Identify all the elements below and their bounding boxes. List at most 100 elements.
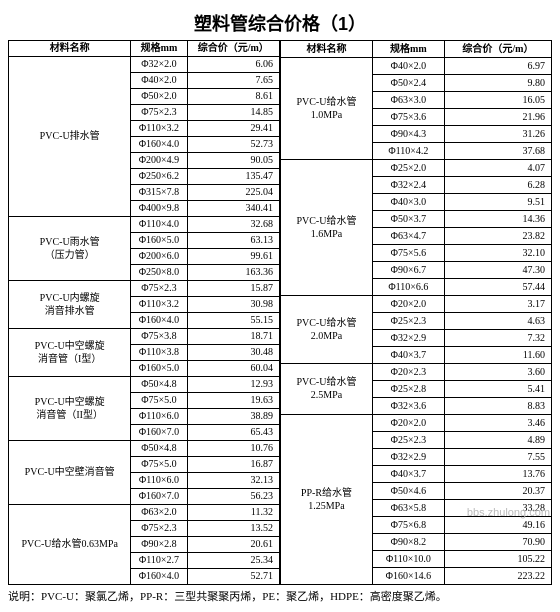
- price-cell: 70.90: [444, 534, 551, 551]
- price-cell: 63.13: [187, 233, 279, 249]
- spec-cell: Φ25×2.3: [372, 313, 444, 330]
- price-cell: 49.16: [444, 517, 551, 534]
- spec-cell: Φ63×5.8: [372, 500, 444, 517]
- table-row: PVC-U给水管2.5MPaΦ20×2.33.60: [281, 364, 552, 381]
- spec-cell: Φ50×2.4: [372, 75, 444, 92]
- price-cell: 225.04: [187, 185, 279, 201]
- price-cell: 15.87: [187, 281, 279, 297]
- price-cell: 18.71: [187, 329, 279, 345]
- spec-cell: Φ250×6.2: [131, 169, 187, 185]
- spec-cell: Φ25×2.0: [372, 160, 444, 177]
- footnote: 说明：PVC-U：聚氯乙烯，PP-R：三型共聚聚丙烯，PE：聚乙烯，HDPE：高…: [8, 588, 552, 604]
- price-cell: 8.83: [444, 398, 551, 415]
- table-wrap: 材料名称规格mm综合价（元/m）PVC-U排水管Φ32×2.06.06Φ40×2…: [8, 40, 552, 585]
- table-row: PVC-U雨水管（压力管）Φ110×4.032.68: [9, 217, 280, 233]
- spec-cell: Φ90×4.3: [372, 126, 444, 143]
- price-cell: 16.87: [187, 457, 279, 473]
- price-cell: 13.52: [187, 521, 279, 537]
- col-header: 综合价（元/m）: [187, 41, 279, 57]
- spec-cell: Φ50×4.8: [131, 377, 187, 393]
- price-cell: 30.48: [187, 345, 279, 361]
- price-table-left: 材料名称规格mm综合价（元/m）PVC-U排水管Φ32×2.06.06Φ40×2…: [8, 40, 280, 585]
- price-cell: 12.93: [187, 377, 279, 393]
- col-header: 材料名称: [281, 41, 373, 58]
- material-name: PVC-U给水管1.6MPa: [281, 160, 373, 296]
- spec-cell: Φ40×2.0: [131, 73, 187, 89]
- spec-cell: Φ110×6.0: [131, 409, 187, 425]
- spec-cell: Φ75×2.3: [131, 521, 187, 537]
- col-header: 材料名称: [9, 41, 131, 57]
- price-cell: 32.10: [444, 245, 551, 262]
- spec-cell: Φ160×7.0: [131, 489, 187, 505]
- table-row: PVC-U内螺旋消音排水管Φ75×2.315.87: [9, 281, 280, 297]
- spec-cell: Φ110×6.0: [131, 473, 187, 489]
- price-cell: 20.37: [444, 483, 551, 500]
- price-cell: 13.76: [444, 466, 551, 483]
- spec-cell: Φ200×6.0: [131, 249, 187, 265]
- spec-cell: Φ160×14.6: [372, 568, 444, 585]
- spec-cell: Φ110×4.2: [372, 143, 444, 160]
- price-table-right: 材料名称规格mm综合价（元/m）PVC-U给水管1.0MPaΦ40×2.06.9…: [280, 40, 552, 585]
- price-cell: 9.51: [444, 194, 551, 211]
- spec-cell: Φ20×2.3: [372, 364, 444, 381]
- price-cell: 3.17: [444, 296, 551, 313]
- watermark: bbs.zhulong.com: [467, 507, 550, 519]
- price-cell: 163.36: [187, 265, 279, 281]
- price-cell: 60.04: [187, 361, 279, 377]
- price-cell: 52.73: [187, 137, 279, 153]
- price-cell: 32.13: [187, 473, 279, 489]
- price-cell: 11.60: [444, 347, 551, 364]
- col-header: 规格mm: [372, 41, 444, 58]
- table-row: PVC-U中空螺旋消音管（II型）Φ50×4.812.93: [9, 377, 280, 393]
- material-name: PP-R给水管1.25MPa: [281, 415, 373, 585]
- spec-cell: Φ50×4.8: [131, 441, 187, 457]
- table-row: PVC-U中空螺旋消音管（I型）Φ75×3.818.71: [9, 329, 280, 345]
- price-cell: 3.46: [444, 415, 551, 432]
- spec-cell: Φ160×4.0: [131, 313, 187, 329]
- spec-cell: Φ110×2.7: [131, 553, 187, 569]
- spec-cell: Φ160×4.0: [131, 137, 187, 153]
- spec-cell: Φ32×2.9: [372, 330, 444, 347]
- price-cell: 16.05: [444, 92, 551, 109]
- spec-cell: Φ32×3.6: [372, 398, 444, 415]
- table-row: PVC-U排水管Φ32×2.06.06: [9, 57, 280, 73]
- spec-cell: Φ110×4.0: [131, 217, 187, 233]
- price-cell: 37.68: [444, 143, 551, 160]
- price-cell: 5.41: [444, 381, 551, 398]
- spec-cell: Φ50×4.6: [372, 483, 444, 500]
- spec-cell: Φ200×4.9: [131, 153, 187, 169]
- spec-cell: Φ90×6.7: [372, 262, 444, 279]
- spec-cell: Φ75×3.8: [131, 329, 187, 345]
- spec-cell: Φ160×5.0: [131, 361, 187, 377]
- price-cell: 6.97: [444, 58, 551, 75]
- spec-cell: Φ25×2.8: [372, 381, 444, 398]
- spec-cell: Φ40×2.0: [372, 58, 444, 75]
- spec-cell: Φ75×2.3: [131, 281, 187, 297]
- price-cell: 14.36: [444, 211, 551, 228]
- price-cell: 6.28: [444, 177, 551, 194]
- spec-cell: Φ20×2.0: [372, 415, 444, 432]
- price-cell: 47.30: [444, 262, 551, 279]
- price-cell: 8.61: [187, 89, 279, 105]
- price-cell: 9.80: [444, 75, 551, 92]
- spec-cell: Φ40×3.7: [372, 347, 444, 364]
- price-cell: 11.32: [187, 505, 279, 521]
- price-cell: 32.68: [187, 217, 279, 233]
- spec-cell: Φ160×7.0: [131, 425, 187, 441]
- table-row: PP-R给水管1.25MPaΦ20×2.03.46: [281, 415, 552, 432]
- price-cell: 14.85: [187, 105, 279, 121]
- spec-cell: Φ32×2.4: [372, 177, 444, 194]
- table-row: PVC-U给水管1.0MPaΦ40×2.06.97: [281, 58, 552, 75]
- spec-cell: Φ110×6.6: [372, 279, 444, 296]
- spec-cell: Φ110×10.0: [372, 551, 444, 568]
- price-cell: 55.15: [187, 313, 279, 329]
- spec-cell: Φ40×3.0: [372, 194, 444, 211]
- spec-cell: Φ32×2.0: [131, 57, 187, 73]
- col-header: 规格mm: [131, 41, 187, 57]
- price-cell: 4.07: [444, 160, 551, 177]
- material-name: PVC-U中空螺旋消音管（I型）: [9, 329, 131, 377]
- price-cell: 90.05: [187, 153, 279, 169]
- material-name: PVC-U给水管1.0MPa: [281, 58, 373, 160]
- price-cell: 3.60: [444, 364, 551, 381]
- price-cell: 135.47: [187, 169, 279, 185]
